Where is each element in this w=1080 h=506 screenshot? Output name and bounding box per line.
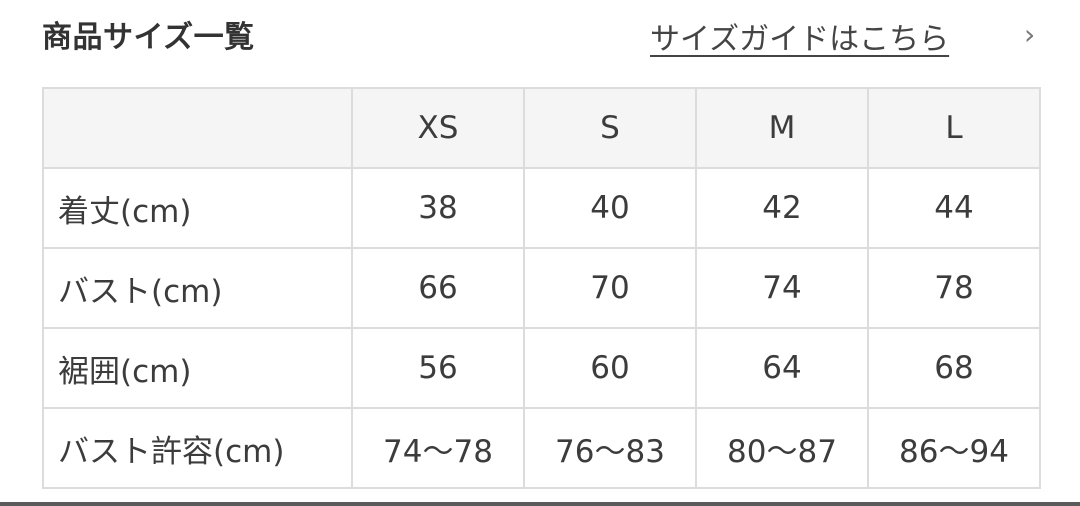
- size-guide-link[interactable]: サイズガイドはこちら: [650, 22, 950, 57]
- table-cell: 78: [867, 247, 1041, 329]
- table-cell: 68: [867, 327, 1041, 409]
- header-cell: M: [695, 87, 869, 169]
- table-cell: 74: [695, 247, 869, 329]
- table-cell: 70: [523, 247, 697, 329]
- header-cell: L: [867, 87, 1041, 169]
- table-row: 裾囲(cm) 56 60 64 68: [42, 327, 1041, 409]
- table-cell: 44: [867, 167, 1041, 249]
- table-cell: 38: [351, 167, 525, 249]
- table-row: 着丈(cm) 38 40 42 44: [42, 167, 1041, 249]
- table-cell: 64: [695, 327, 869, 409]
- table-cell: 66: [351, 247, 525, 329]
- table-cell: 74〜78: [351, 407, 525, 489]
- row-label: バスト許容(cm): [42, 407, 353, 489]
- table-row: バスト許容(cm) 74〜78 76〜83 80〜87 86〜94: [42, 407, 1041, 489]
- table-header-row: XS S M L: [42, 87, 1041, 169]
- table-cell: 76〜83: [523, 407, 697, 489]
- chevron-right-icon[interactable]: ›: [1024, 18, 1036, 51]
- table-cell: 40: [523, 167, 697, 249]
- row-label: 裾囲(cm): [42, 327, 353, 409]
- table-cell: 80〜87: [695, 407, 869, 489]
- row-label: 着丈(cm): [42, 167, 353, 249]
- page-title: 商品サイズ一覧: [42, 20, 255, 55]
- header-cell: [42, 87, 353, 169]
- size-table: XS S M L 着丈(cm) 38 40 42 44 バスト(cm) 66 7…: [42, 87, 1041, 489]
- table-cell: 86〜94: [867, 407, 1041, 489]
- row-label: バスト(cm): [42, 247, 353, 329]
- table-cell: 56: [351, 327, 525, 409]
- bottom-divider: [0, 502, 1080, 506]
- table-cell: 60: [523, 327, 697, 409]
- table-cell: 42: [695, 167, 869, 249]
- header-cell: S: [523, 87, 697, 169]
- header-cell: XS: [351, 87, 525, 169]
- table-row: バスト(cm) 66 70 74 78: [42, 247, 1041, 329]
